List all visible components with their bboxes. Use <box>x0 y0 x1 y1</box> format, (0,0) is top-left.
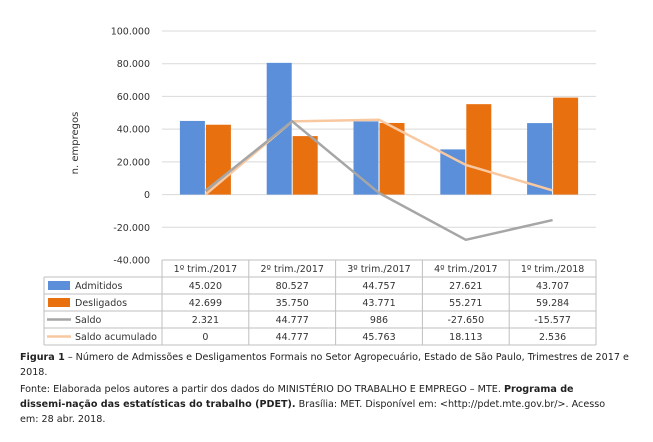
data-label-saldo-acumulado: 2.536 <box>539 332 566 343</box>
y-tick-label: -40.000 <box>113 256 150 267</box>
data-label-saldo-acumulado: 45.763 <box>362 332 395 343</box>
data-table: 1º trim./2017 2º trim./2017 3º trim./2017 4… <box>43 259 597 346</box>
legend-label-admitidos: Admitidos <box>75 281 122 292</box>
line-saldo <box>204 120 553 242</box>
data-label-saldo-acumulado: 0 <box>202 332 208 343</box>
y-axis-label: n. empregos <box>70 112 81 175</box>
data-label-desligados: 35.750 <box>276 298 309 309</box>
bars <box>179 62 579 195</box>
legend-label-saldo: Saldo <box>75 315 102 326</box>
category-label: 2º trim./2017 <box>260 264 323 275</box>
figure-caption-text: – Número de Admissões e Desligamentos Fo… <box>20 352 629 378</box>
bar-desligados <box>553 97 579 195</box>
bar-admitidos <box>266 62 292 195</box>
figure-caption: Figura 1 – Número de Admissões e Desliga… <box>20 350 640 380</box>
y-tick-label: 60.000 <box>117 92 150 103</box>
y-tick-label: 100.000 <box>111 27 150 38</box>
data-label-saldo: -15.577 <box>534 315 571 326</box>
legend-swatch-desligados <box>48 298 70 307</box>
source-text: Elaborada pelos autores a partir dos dad… <box>50 384 504 395</box>
data-label-admitidos: 80.527 <box>276 281 309 292</box>
data-label-saldo: 2.321 <box>192 315 219 326</box>
bar-desligados <box>379 122 405 195</box>
bar-admitidos <box>527 123 553 195</box>
data-label-admitidos: 27.621 <box>449 281 482 292</box>
data-label-admitidos: 44.757 <box>362 281 395 292</box>
source-text-end: Brasília: MET. Disponível em: <http://pd… <box>20 399 606 425</box>
bar-desligados <box>466 104 492 195</box>
y-tick-label: -20.000 <box>113 223 150 234</box>
legend-label-desligados: Desligados <box>75 298 127 309</box>
data-label-desligados: 59.284 <box>536 298 569 309</box>
data-label-desligados: 55.271 <box>449 298 482 309</box>
y-tick-label: 20.000 <box>117 157 150 168</box>
legend-label-saldo-acumulado: Saldo acumulado <box>75 332 157 343</box>
chart: -40.000 -20.000 0 20.000 40.000 60.000 80.000 1… <box>43 27 597 346</box>
category-label: 4º trim./2017 <box>434 264 497 275</box>
data-label-saldo: 44.777 <box>276 315 309 326</box>
series-lines <box>204 118 553 242</box>
source-title: Programa de dissemi-nação das estatístic… <box>20 384 574 410</box>
y-tick-label: 80.000 <box>117 59 150 70</box>
bar-desligados <box>292 136 318 195</box>
figure-label: Figura 1 <box>20 352 65 363</box>
source-label: Fonte: <box>20 384 51 395</box>
gridlines <box>162 30 596 261</box>
data-label-saldo-acumulado: 18.113 <box>449 332 482 343</box>
data-label-admitidos: 43.707 <box>536 281 569 292</box>
bar-admitidos <box>179 120 205 195</box>
category-label: 1º trim./2017 <box>174 264 237 275</box>
y-tick-label: 40.000 <box>117 125 150 136</box>
category-label: 3º trim./2017 <box>347 264 410 275</box>
y-tick-label: 0 <box>144 190 150 201</box>
data-label-desligados: 42.699 <box>189 298 222 309</box>
data-label-admitidos: 45.020 <box>189 281 222 292</box>
data-label-saldo: -27.650 <box>447 315 484 326</box>
data-label-saldo: 986 <box>370 315 388 326</box>
category-label: 1º trim./2018 <box>521 264 584 275</box>
data-label-saldo-acumulado: 44.777 <box>276 332 309 343</box>
legend-swatch-admitidos <box>48 281 70 290</box>
data-label-desligados: 43.771 <box>362 298 395 309</box>
y-axis-tick-labels: -40.000 -20.000 0 20.000 40.000 60.000 80.000 1… <box>111 27 150 267</box>
bar-admitidos <box>440 149 466 195</box>
source-note: Fonte: Elaborada pelos autores a partir … <box>20 382 620 427</box>
line-saldo-acumulado <box>204 118 553 196</box>
